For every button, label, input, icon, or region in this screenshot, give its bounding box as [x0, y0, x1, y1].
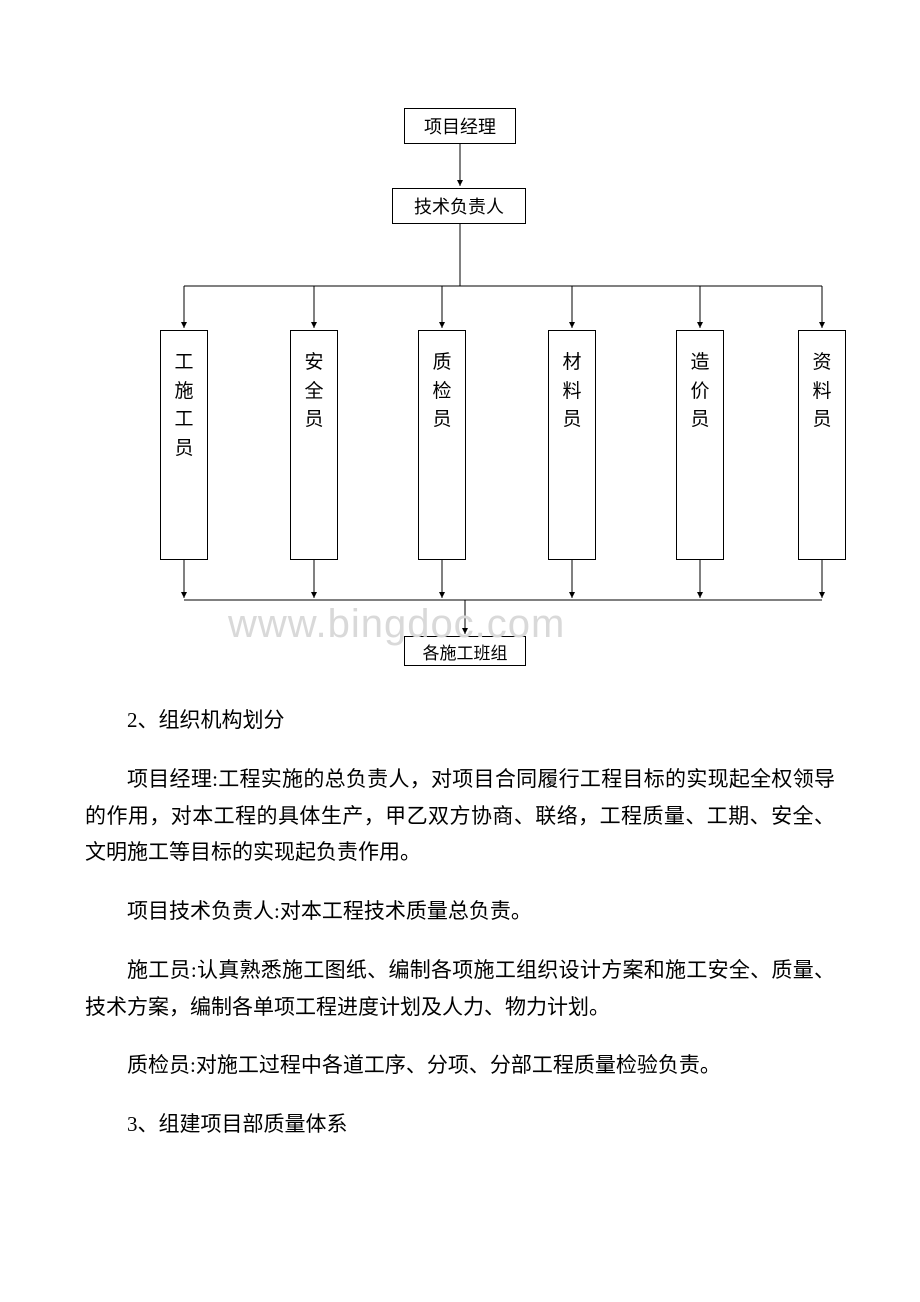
node-label: 各施工班组: [423, 639, 508, 664]
role-char: 材料员: [562, 349, 581, 435]
paragraph-tech-lead: 项目技术负责人:对本工程技术质量总负责。: [85, 893, 835, 930]
node-construction-teams: 各施工班组: [404, 636, 526, 666]
role-char: 安全员: [304, 349, 323, 435]
node-role-material: 材料员: [548, 330, 596, 560]
org-chart-diagram: 项目经理 技术负责人 工施工员 安全员 质检员 材料员 造价员 资料员 各施工班…: [0, 0, 920, 680]
node-project-manager: 项目经理: [404, 108, 516, 144]
section-2-title: 2、组织机构划分: [85, 702, 835, 739]
node-role-cost: 造价员: [676, 330, 724, 560]
paragraph-project-manager: 项目经理:工程实施的总负责人，对项目合同履行工程目标的实现起全权领导的作用，对本…: [85, 761, 835, 871]
node-label: 项目经理: [424, 113, 496, 139]
node-label: 技术负责人: [414, 193, 504, 219]
node-role-document: 资料员: [798, 330, 846, 560]
paragraph-quality-inspector: 质检员:对施工过程中各道工序、分项、分部工程质量检验负责。: [85, 1047, 835, 1084]
node-tech-lead: 技术负责人: [392, 188, 526, 224]
role-char: 资料员: [812, 349, 831, 435]
node-role-construction: 工施工员: [160, 330, 208, 560]
section-3-title: 3、组建项目部质量体系: [85, 1106, 835, 1143]
paragraph-constructor: 施工员:认真熟悉施工图纸、编制各项施工组织设计方案和施工安全、质量、技术方案，编…: [85, 952, 835, 1026]
node-role-quality: 质检员: [418, 330, 466, 560]
role-char: 质检员: [432, 349, 451, 435]
document-body: 2、组织机构划分 项目经理:工程实施的总负责人，对项目合同履行工程目标的实现起全…: [0, 702, 920, 1143]
role-char: 造价员: [690, 349, 709, 435]
role-char: 工施工员: [174, 349, 193, 463]
node-role-safety: 安全员: [290, 330, 338, 560]
